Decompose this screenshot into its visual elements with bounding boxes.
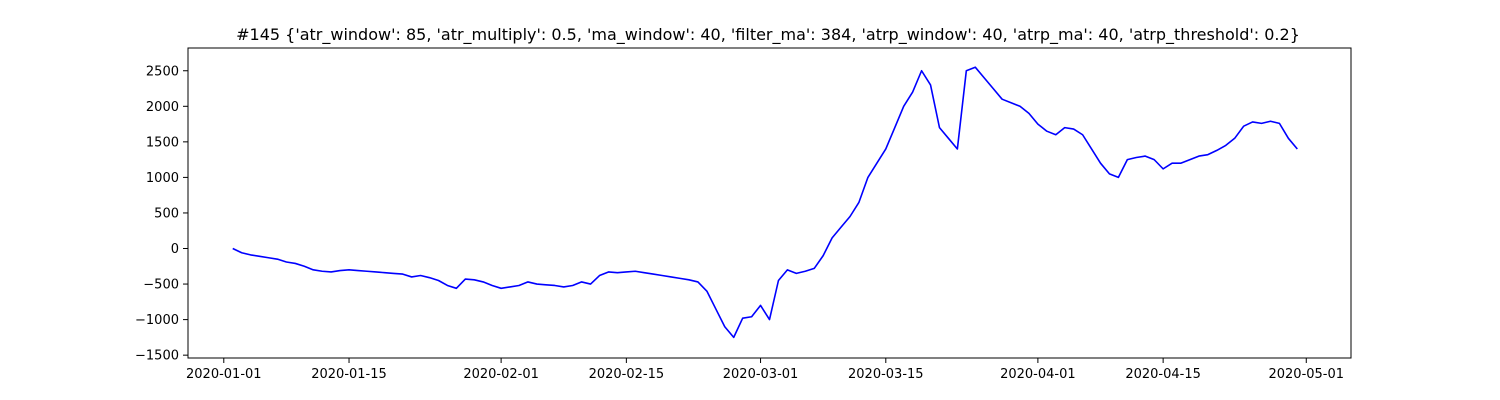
axes: −1500 −1000 −500 0 500 1000 1500 2000 2500 2020-0… bbox=[135, 64, 1344, 382]
y-tick-label: 1000 bbox=[146, 171, 179, 186]
plot-frame bbox=[187, 47, 1352, 359]
x-tick-label: 2020-03-15 bbox=[848, 367, 924, 382]
y-tick-label: 2000 bbox=[146, 100, 179, 115]
chart-title: #145 {'atr_window': 85, 'atr_multiply': … bbox=[236, 25, 1300, 45]
series-line-0 bbox=[232, 66, 1298, 339]
y-tick-label: −1000 bbox=[135, 313, 179, 328]
x-tick-label: 2020-03-01 bbox=[723, 367, 799, 382]
y-tick-label: 500 bbox=[154, 206, 179, 221]
x-tick-label: 2020-04-01 bbox=[1000, 367, 1076, 382]
y-tick-label: −1500 bbox=[135, 349, 179, 364]
y-tick-label: −500 bbox=[143, 278, 179, 293]
series-group bbox=[232, 66, 1298, 339]
x-tick-label: 2020-02-15 bbox=[589, 367, 665, 382]
x-tick-label: 2020-04-15 bbox=[1125, 367, 1201, 382]
x-tick-label: 2020-05-01 bbox=[1268, 367, 1344, 382]
x-tick-label: 2020-01-01 bbox=[186, 367, 262, 382]
y-tick-label: 1500 bbox=[146, 135, 179, 150]
y-tick-label: 0 bbox=[171, 242, 179, 257]
x-tick-label: 2020-02-01 bbox=[463, 367, 539, 382]
y-tick-label: 2500 bbox=[146, 64, 179, 79]
x-tick-label: 2020-01-15 bbox=[311, 367, 387, 382]
